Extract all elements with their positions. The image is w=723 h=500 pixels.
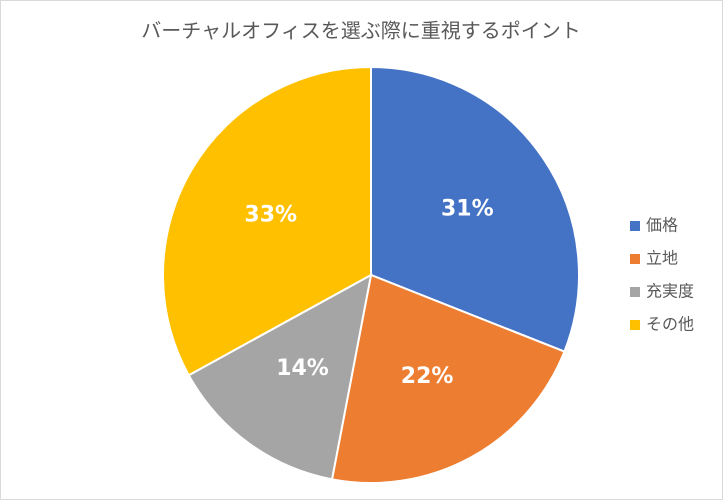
legend-label: 立地: [646, 249, 678, 268]
pie-slice: [162, 65, 372, 377]
data-label: 31%: [441, 197, 494, 222]
legend-label: 充実度: [646, 282, 694, 301]
pie-slice: [187, 273, 373, 481]
legend-label: 価格: [646, 216, 678, 235]
legend-swatch: [630, 287, 640, 297]
pie-slice: [330, 273, 566, 484]
legend-swatch: [630, 320, 640, 330]
data-label: 33%: [244, 203, 297, 228]
legend-swatch: [630, 254, 640, 264]
legend-label: その他: [646, 315, 694, 334]
chart-title: バーチャルオフィスを選ぶ際に重視するポイント: [141, 19, 580, 43]
pie-slice: [370, 65, 580, 353]
data-label: 22%: [401, 364, 454, 389]
data-label: 14%: [276, 356, 329, 381]
legend-swatch: [630, 221, 640, 231]
